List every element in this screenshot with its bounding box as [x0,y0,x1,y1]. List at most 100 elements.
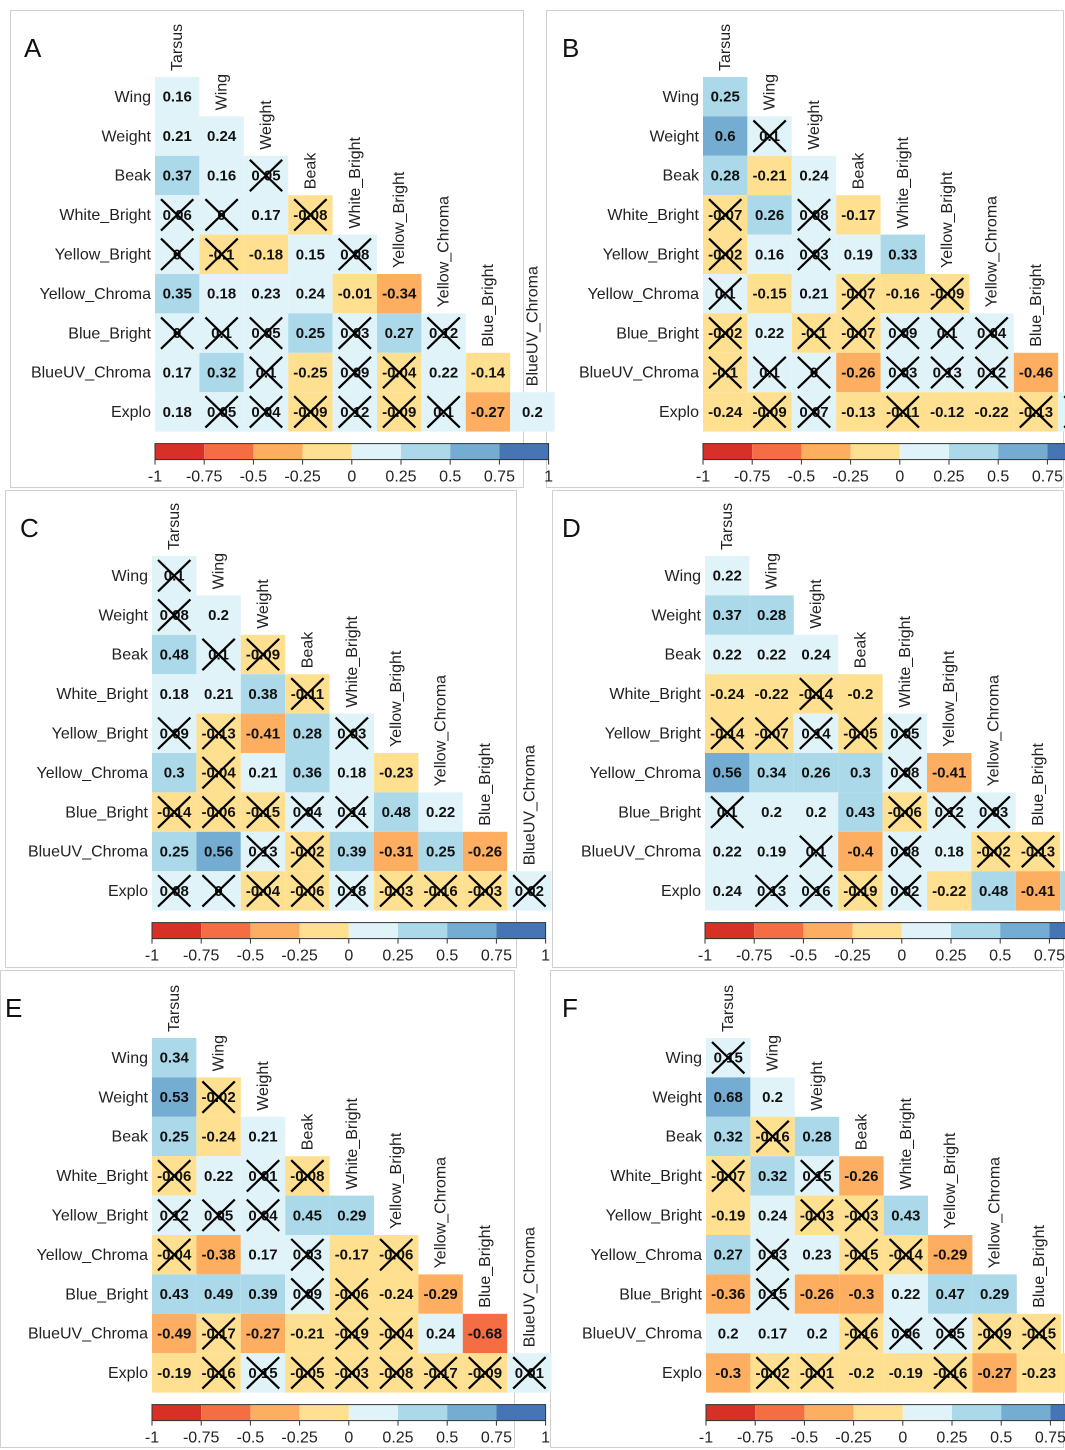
correlation-cell [240,1235,286,1275]
row-label: Yellow_Bright [605,726,702,743]
correlation-cell [836,392,881,432]
colorbar-tick-label: 0 [897,948,906,965]
cross-mark [799,677,833,711]
cross-mark [797,237,831,271]
colorbar-segment [152,1404,202,1421]
correlation-cell [703,392,748,432]
colorbar-tick-label: 0.75 [484,469,515,486]
correlation-cell [747,234,792,274]
cell-value: 0.49 [204,1286,233,1303]
correlation-cell [747,313,792,353]
panel-letter: F [562,993,578,1023]
row-label: Explo [659,404,699,421]
cross-mark [157,874,192,908]
cell-value: -0.29 [933,1247,967,1264]
cross-mark [843,716,878,750]
correlation-cell [196,1156,241,1196]
correlation-cell [510,392,555,432]
colorbar-segment [998,443,1048,460]
cross-mark [977,1317,1012,1350]
row-label: Weight [98,607,148,624]
cell-value: -0.41 [932,765,966,782]
cross-mark [888,1238,923,1272]
correlation-cell [706,1116,751,1157]
cross-mark [1021,835,1055,868]
correlation-cell [152,753,197,793]
correlation-cell [377,274,422,314]
cell-value: 0.18 [935,843,964,860]
correlation-cell [152,1274,197,1314]
cross-mark [290,1277,325,1311]
cell-value: 0.21 [204,686,233,703]
colorbar-tick-label: -0.25 [832,469,869,486]
correlation-cell [927,753,972,793]
cross-mark [337,316,372,350]
cell-value: -0.17 [335,1247,369,1264]
correlation-cell [883,1195,928,1235]
row-label: Beak [665,647,702,664]
correlation-cell [838,674,883,714]
colorbar-tick-label: -0.25 [281,948,318,965]
cross-mark [201,1198,236,1232]
cross-mark [379,1356,414,1390]
correlation-cell [329,831,374,872]
colorbar-segment [901,922,951,939]
cell-value: -0.46 [1019,364,1053,381]
cross-mark [708,316,743,350]
cell-value: -0.26 [468,843,502,860]
correlation-cell [329,753,374,793]
colorbar-segment [450,443,500,460]
row-label: BlueUV_Chroma [31,365,151,382]
colorbar-segment [351,443,401,460]
cell-value: 0.34 [757,765,787,782]
colorbar-segment [850,443,900,460]
cell-value: 0.2 [718,1325,739,1342]
cross-mark [157,1159,192,1193]
correlation-cell [462,831,508,872]
cross-mark [204,395,239,429]
colorbar-segment [398,922,448,939]
cell-value: -0.26 [800,1286,834,1303]
cell-value: -0.2 [847,686,873,703]
correlation-cell [836,195,881,235]
cell-value: -0.22 [974,404,1008,421]
cell-value: 0.27 [714,1247,743,1264]
correlation-cell [240,674,286,714]
correlation-cell [377,313,422,353]
cell-value: -0.12 [930,404,964,421]
column-label: Tarsus [717,24,734,71]
colorbar-segment [752,443,802,460]
cell-value: 0.16 [755,246,784,263]
cross-mark [797,356,831,389]
colorbar-tick-label: -0.5 [240,469,268,486]
cell-value: 0.17 [248,1247,277,1264]
colorbar-segment [348,922,398,939]
correlation-cell [1016,1353,1062,1393]
correlation-cell [791,155,837,196]
cell-value: 0.33 [888,246,917,263]
colorbar-segment [499,443,549,460]
correlation-cell [152,1116,197,1157]
cell-value: -0.27 [471,404,505,421]
row-label: Beak [115,168,152,185]
colorbar-tick-label: 0.25 [933,469,964,486]
cell-value: -0.19 [711,1207,745,1224]
colorbar-tick-label: 0 [898,1430,907,1447]
cross-mark [974,316,1009,350]
correlation-cell [152,674,197,714]
row-label: Weight [101,128,151,145]
colorbar-tick-label: 0.5 [987,469,1009,486]
cross-mark [887,795,922,829]
cross-mark [337,395,372,429]
row-label: Yellow_Chroma [37,765,149,782]
panel-letter: D [562,513,581,543]
cell-value: 0.34 [160,1050,190,1067]
cross-mark [201,1080,236,1114]
correlation-cell [749,674,794,714]
column-label: Wing [211,553,228,589]
cross-mark [290,874,325,908]
cross-mark [201,874,236,908]
colorbar-segment [201,922,251,939]
correlation-cell [288,313,333,353]
cross-mark [710,795,745,829]
